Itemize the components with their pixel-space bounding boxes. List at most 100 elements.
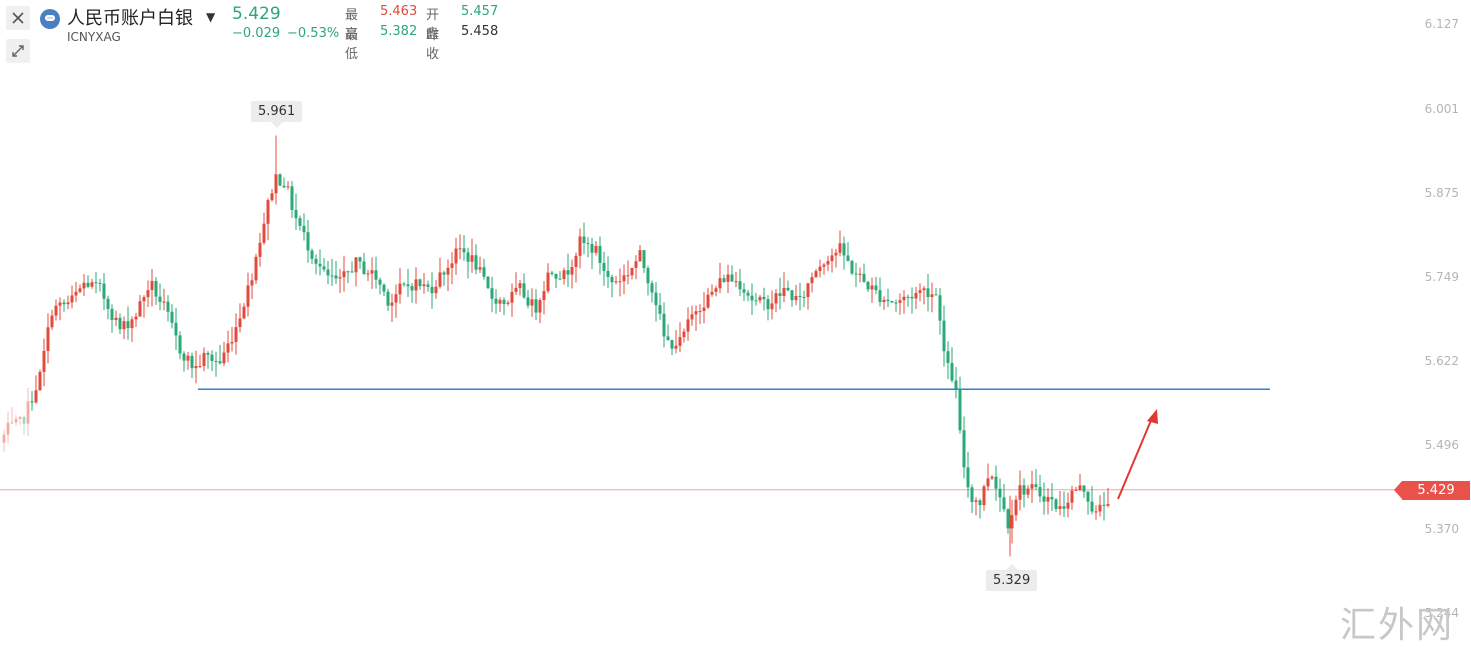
candle-body <box>310 250 314 259</box>
candle-body <box>398 283 402 295</box>
candle-body <box>502 299 506 304</box>
low-value: 5.382 <box>380 24 418 39</box>
candle-body <box>290 186 294 210</box>
watermark-logo: 汇外网 <box>1340 605 1455 646</box>
trend-arrow-line <box>1117 417 1153 500</box>
candle-body <box>326 269 330 276</box>
candle-body <box>822 264 826 267</box>
candle-body <box>1098 504 1102 512</box>
candle-body <box>62 302 66 305</box>
candle-body <box>1018 485 1022 500</box>
candle-body <box>1042 496 1046 502</box>
last-price: 5.429 <box>232 4 281 24</box>
candle-body <box>46 327 50 351</box>
candle-body <box>982 486 986 506</box>
candle-body <box>962 430 966 468</box>
candle-body <box>826 261 830 265</box>
candle-body <box>874 285 878 291</box>
close-button[interactable] <box>6 6 30 30</box>
candle-body <box>522 283 526 298</box>
candle-body <box>706 294 710 308</box>
candle-body <box>686 319 690 332</box>
candle-body <box>850 260 854 274</box>
candle-body <box>34 390 38 403</box>
candle-body <box>38 371 42 391</box>
candle-body <box>6 422 10 435</box>
candle-body <box>830 255 834 262</box>
candle-body <box>446 267 450 275</box>
candle-body <box>18 416 22 419</box>
candle-body <box>786 287 790 291</box>
candle-body <box>1090 501 1094 512</box>
candle-body <box>178 335 182 354</box>
candle-body <box>714 288 718 292</box>
candle-body <box>330 275 334 277</box>
candle-body <box>1062 506 1066 509</box>
candle-body <box>394 294 398 303</box>
high-value: 5.463 <box>380 4 418 19</box>
candle-body <box>758 296 762 301</box>
candle-body <box>106 298 110 309</box>
candle-body <box>222 352 226 364</box>
candle-body <box>518 283 522 288</box>
chevron-down-icon[interactable]: ▼ <box>206 10 216 24</box>
candle-body <box>474 255 478 270</box>
candle-body <box>262 223 266 243</box>
candle-body <box>1054 499 1058 509</box>
candle-body <box>134 316 138 320</box>
symbol-title[interactable]: 人民币账户白银 <box>67 8 193 29</box>
candle-body <box>30 401 34 403</box>
min-price-callout: 5.329 <box>986 564 1038 591</box>
candle-body <box>306 232 310 251</box>
candle-body <box>974 500 978 502</box>
candle-body <box>1030 484 1034 489</box>
candle-body <box>98 282 102 284</box>
candle-body <box>1066 502 1070 509</box>
y-tick: 5.244 <box>1424 606 1459 620</box>
candle-body <box>530 299 534 306</box>
candle-body <box>358 257 362 262</box>
candle-body <box>1034 484 1038 488</box>
candle-body <box>270 193 274 201</box>
candle-body <box>486 276 490 289</box>
candle-body <box>14 418 18 423</box>
candle-body <box>258 242 262 257</box>
candle-body <box>546 272 550 292</box>
candle-body <box>458 248 462 250</box>
candle-body <box>190 355 194 369</box>
candle-body <box>1078 485 1082 490</box>
candle-body <box>798 295 802 297</box>
low-label: 最低 <box>345 28 359 62</box>
candle-body <box>694 311 698 315</box>
candle-body <box>294 209 298 219</box>
y-tick: 5.370 <box>1424 522 1459 536</box>
candle-body <box>214 360 218 362</box>
candle-body <box>558 278 562 280</box>
candle-body <box>450 263 454 268</box>
candle-body <box>554 273 558 279</box>
candle-body <box>950 363 954 381</box>
candle-body <box>314 258 318 264</box>
candle-body <box>478 267 482 270</box>
candle-body <box>430 286 434 294</box>
candle-body <box>750 295 754 301</box>
candle-body <box>878 290 882 303</box>
candle-body <box>914 292 918 299</box>
candle-body <box>726 274 730 282</box>
candle-body <box>618 281 622 283</box>
candle-body <box>966 467 970 488</box>
candle-body <box>438 272 442 287</box>
candle-body <box>402 283 406 285</box>
expand-button[interactable] <box>6 39 30 63</box>
candle-body <box>762 296 766 300</box>
candle-body <box>482 267 486 277</box>
candle-body <box>206 352 210 355</box>
candle-body <box>902 296 906 301</box>
candle-body <box>582 236 586 244</box>
candle-body <box>802 296 806 298</box>
candle-body <box>82 282 86 289</box>
candle-body <box>870 285 874 290</box>
candle-body <box>442 272 446 275</box>
candle-body <box>774 293 778 304</box>
